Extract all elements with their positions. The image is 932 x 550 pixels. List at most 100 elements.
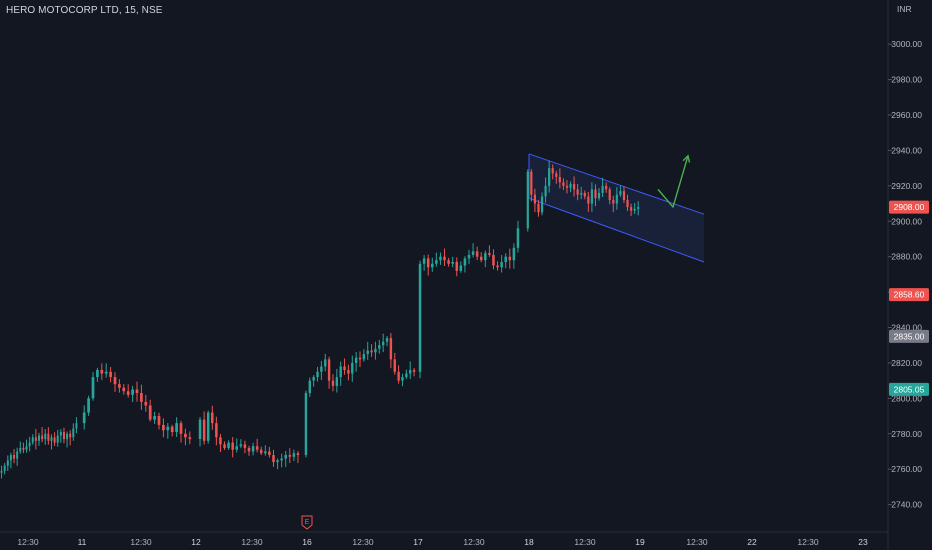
candle-body [0,470,3,473]
candle-body [516,228,520,248]
candle-body [16,451,19,459]
candle-body [467,254,471,259]
earnings-marker-label: E [305,519,310,526]
candle-body [198,419,202,440]
candle-body [166,426,170,431]
candle-body [565,185,569,188]
candle-body [179,423,183,434]
price-tag: 2835.00 [889,329,929,343]
candle-body [562,182,565,186]
candle-body [56,435,59,443]
time-tick-day-label: 11 [78,537,87,547]
candle-body [331,380,335,386]
candle-body [104,371,108,374]
price-axis[interactable]: 3000.00 2980.00 2960.00 2940.00 2920.00 2900.… [887,0,922,550]
candle-body [431,263,434,268]
symbol-title: HERO MOTOCORP LTD, 15, NSE [6,5,163,16]
candle-body [135,389,139,394]
candle-body [435,260,438,264]
candle-body [219,437,222,445]
candle-body [19,447,22,452]
time-tick-day-label: 16 [302,537,312,547]
candle-body [82,412,86,424]
candle-body [335,377,339,386]
price-tags: 2908.00 2858.60 2835.00 2805.05 [889,200,929,396]
price-tick-label: 2760.00 [891,464,922,474]
candle-body [206,412,210,441]
candle-body [576,189,579,195]
candle-body [512,247,516,261]
candle-body [615,194,618,204]
price-tag-box [889,382,929,396]
candle-body [619,191,622,195]
candle-body [47,433,50,441]
time-tick-label: 12:30 [241,537,263,547]
candle-body [34,437,37,441]
candle-body [25,446,28,450]
candle-body [144,401,148,406]
price-tick-label: 2940.00 [891,145,922,155]
arrow-head [682,154,691,163]
candle-body [405,373,408,378]
candle-body [13,455,16,459]
candle-body [6,460,9,466]
candle-body [264,451,267,454]
candle-body [157,416,161,425]
candle-body [540,196,544,213]
candle-body [31,437,34,443]
candle-body [409,370,412,374]
candle-body [569,184,572,188]
candle-body [583,192,586,197]
candle-body [22,447,25,450]
candle-body [100,370,104,374]
candle-body [590,189,594,204]
candle-body [459,265,463,271]
candle-body [451,261,454,264]
candle-body [374,348,377,353]
time-axis[interactable]: 12:30 11 12:30 12 12:30 16 12:30 17 12:30 18 12:30… [0,531,888,547]
price-tick-label: 2780.00 [891,429,922,439]
price-tag-label: 2858.60 [894,290,925,300]
candle-body [622,191,626,201]
price-tag: 2858.60 [889,288,929,302]
projection-arrow-drawing[interactable] [657,154,691,208]
price-tick-label: 2880.00 [891,252,922,262]
candle-body [268,451,271,456]
candle-body [126,391,130,395]
candle-body [597,192,601,199]
candle-body [272,455,275,463]
candle-body [62,431,65,440]
candle-body [533,194,537,204]
candle-body [587,196,590,204]
candle-body [347,370,350,374]
candle-body [38,435,40,441]
candle-body [59,431,62,436]
candle-body [500,261,503,268]
candle-body [259,449,263,454]
candle-body [188,437,192,440]
candle-body [292,453,296,457]
price-tag: 2908.00 [889,200,929,214]
candle-body [247,447,251,452]
candle-body [572,184,576,190]
candle-body [280,458,283,461]
candle-body [378,345,381,349]
candle-body [343,366,346,371]
candle-body [492,254,495,266]
candle-body [526,171,529,229]
candle-body [537,203,540,213]
price-tick-label: 2840.00 [891,323,922,333]
candle-body [227,442,230,448]
candle-body [202,419,206,441]
time-tick-label: 12:30 [797,537,819,547]
events-layer: E [301,515,313,530]
candle-body [223,444,226,448]
candle-body [612,200,615,204]
candle-body [354,357,358,363]
time-tick-label: 12:30 [130,537,152,547]
candle-body [385,338,389,342]
candle-body [91,377,95,399]
candle-body [426,258,430,268]
price-tick-label: 2980.00 [891,75,922,85]
